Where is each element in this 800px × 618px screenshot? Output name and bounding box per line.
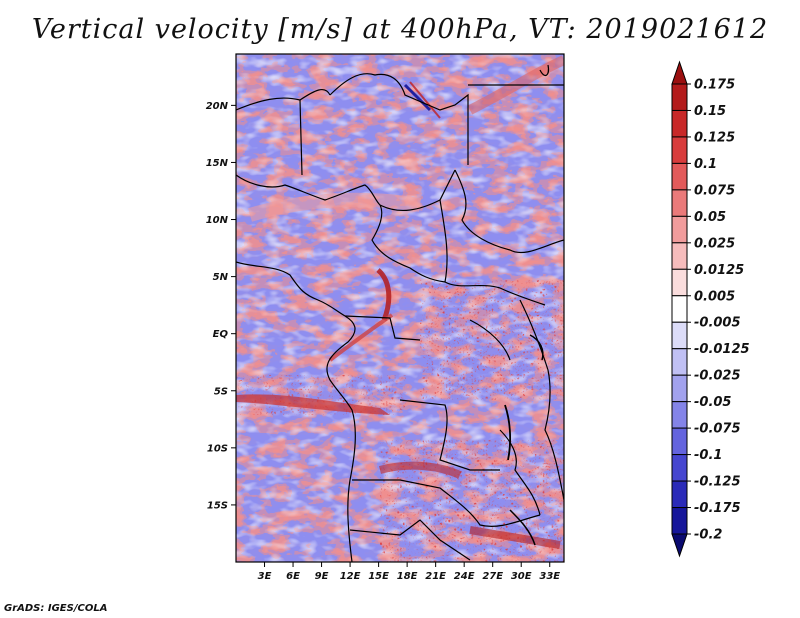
lat-tick-label: 15N (206, 158, 229, 169)
colorbar-label: 0.0125 (694, 263, 744, 278)
colorbar-swatch (671, 242, 688, 270)
colorbar-swatch (671, 189, 688, 217)
colorbar-swatch (671, 83, 688, 111)
colorbar-label: -0.0125 (694, 342, 750, 357)
colorbar-label: 0.15 (694, 104, 726, 119)
colorbar-label: -0.1 (694, 448, 722, 463)
colorbar-swatch (671, 401, 688, 429)
colorbar-swatch (671, 454, 688, 482)
colorbar-swatch (671, 321, 688, 350)
longitude-axis: 3E 6E 9E 12E 15E 18E 21E 24E 27E 30E 33E (258, 562, 560, 582)
colorbar-label: -0.125 (694, 475, 741, 490)
lat-tick-label: 10S (207, 443, 228, 454)
colorbar-swatch (671, 374, 688, 403)
lat-tick-label: 10N (206, 215, 229, 226)
lon-tick-label: 21E (425, 571, 446, 582)
colorbar-swatch (671, 109, 688, 138)
colorbar-label: -0.005 (694, 316, 741, 331)
grads-credit: GrADS: IGES/COLA (4, 603, 108, 614)
colorbar-label: 0.075 (694, 183, 735, 198)
lon-tick-label: 9E (315, 571, 329, 582)
lon-tick-label: 12E (340, 571, 361, 582)
colorbar-swatch (671, 162, 688, 191)
lon-tick-label: 30E (511, 571, 532, 582)
lon-tick-label: 24E (454, 571, 475, 582)
colorbar-bottom-triangle (671, 533, 688, 558)
plot-frame (235, 53, 565, 563)
lon-tick-label: 33E (539, 571, 560, 582)
colorbar-swatch (671, 507, 688, 535)
colorbar-swatch (671, 268, 688, 297)
lon-tick-label: 27E (482, 571, 503, 582)
lat-tick-label: 15S (207, 500, 228, 511)
map-title: Vertical velocity [m/s] at 400hPa, VT: 2… (31, 14, 769, 45)
colorbar-label: -0.175 (694, 501, 741, 516)
colorbar-swatch (671, 480, 688, 509)
latitude-axis: 20N 15N 10N 5N EQ 5S 10S 15S (206, 101, 236, 511)
lon-tick-label: 3E (258, 571, 272, 582)
lat-tick-label: EQ (213, 329, 229, 340)
colorbar-label: -0.05 (694, 395, 731, 410)
colorbar-label: 0.05 (694, 210, 726, 225)
colorbar-swatch (671, 136, 688, 164)
colorbar-swatch (671, 295, 688, 323)
colorbar-label: 0.1 (694, 157, 717, 172)
colorbar-label: 0.125 (694, 130, 735, 145)
lon-tick-label: 6E (286, 571, 300, 582)
colorbar-swatch (671, 427, 688, 456)
country-borders (236, 64, 564, 562)
lon-tick-label: 15E (368, 571, 389, 582)
lat-tick-label: 5S (214, 386, 228, 397)
lat-tick-label: 20N (206, 101, 229, 112)
colorbar-top-triangle (671, 60, 688, 85)
colorbar-label: 0.025 (694, 236, 735, 251)
colorbar-label: 0.005 (694, 289, 735, 304)
lat-tick-label: 5N (213, 272, 229, 283)
colorbar-swatch (671, 215, 688, 244)
colorbar-label: -0.075 (694, 422, 741, 437)
velocity-field (236, 54, 564, 562)
lon-tick-label: 18E (397, 571, 418, 582)
colorbar-swatch (671, 348, 688, 376)
colorbar: 0.175 0.15 0.125 0.1 0.075 0.05 0.025 0.0125 0.0… (671, 60, 750, 558)
colorbar-label: -0.2 (694, 528, 722, 543)
colorbar-label: -0.025 (694, 369, 741, 384)
colorbar-label: 0.175 (694, 78, 735, 93)
